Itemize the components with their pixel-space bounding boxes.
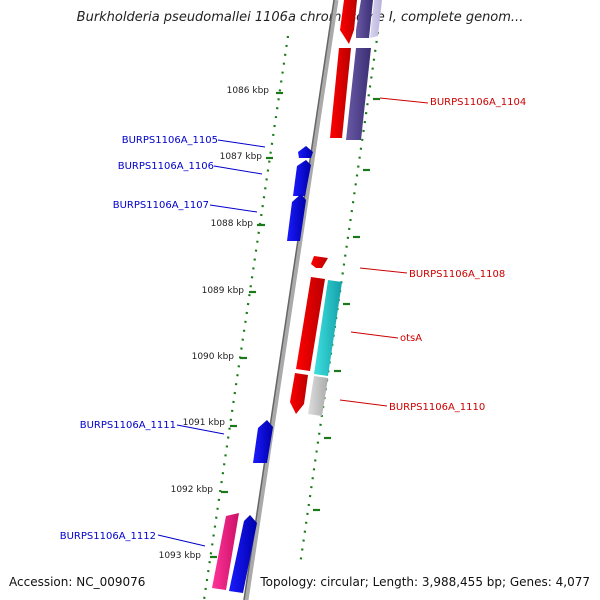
gene-label-1108[interactable]: BURPS1106A_1108 xyxy=(409,269,505,280)
accession-text: Accession: NC_009076 xyxy=(9,575,146,589)
gene-label-1112[interactable]: BURPS1106A_1112 xyxy=(60,531,156,542)
scale-label-1087: 1087 kbp xyxy=(220,152,263,162)
gene-burps1106a-1110[interactable] xyxy=(290,373,308,414)
gene-label-1111[interactable]: BURPS1106A_1111 xyxy=(80,420,176,431)
scale-ticks xyxy=(210,91,380,559)
gene-otsA[interactable] xyxy=(308,280,342,416)
gene-labels: BURPS1106A_1104 BURPS1106A_1105 BURPS110… xyxy=(60,97,527,542)
scale-label-1086: 1086 kbp xyxy=(227,86,270,96)
label-connectors xyxy=(157,97,429,547)
gene-label-otsA[interactable]: otsA xyxy=(400,333,422,344)
gene-burps1106a-1107[interactable] xyxy=(287,194,306,241)
gene-burps1106a-1109[interactable] xyxy=(296,277,325,371)
gene-burps1106a-1112[interactable] xyxy=(212,513,257,593)
gene-label-1104[interactable]: BURPS1106A_1104 xyxy=(430,97,526,108)
gene-burps1106a-1104[interactable] xyxy=(330,48,371,140)
gene-burps1106a-1103[interactable] xyxy=(340,0,382,44)
gene-label-1105[interactable]: BURPS1106A_1105 xyxy=(122,135,218,146)
gene-label-1110[interactable]: BURPS1106A_1110 xyxy=(389,402,485,413)
gene-burps1106a-1108[interactable] xyxy=(311,256,328,268)
scale-label-1089: 1089 kbp xyxy=(202,286,245,296)
map-title: Burkholderia pseudomallei 1106a chromoso… xyxy=(76,10,524,25)
scale-label-1090: 1090 kbp xyxy=(192,352,235,362)
scale-label-1092: 1092 kbp xyxy=(171,485,214,495)
scale-label-1093: 1093 kbp xyxy=(159,551,202,561)
gene-label-1107[interactable]: BURPS1106A_1107 xyxy=(113,200,209,211)
gene-burps1106a-1105[interactable] xyxy=(298,146,313,158)
gene-burps1106a-1106[interactable] xyxy=(293,160,311,196)
scale-label-1088: 1088 kbp xyxy=(211,219,254,229)
genome-summary-text: Topology: circular; Length: 3,988,455 bp… xyxy=(260,575,590,589)
gene-label-1106[interactable]: BURPS1106A_1106 xyxy=(118,161,214,172)
scale-label-1091: 1091 kbp xyxy=(183,418,226,428)
chromosome-backbone xyxy=(243,0,339,600)
scale-labels: 1086 kbp 1087 kbp 1088 kbp 1089 kbp 1090… xyxy=(159,86,270,561)
gene-burps1106a-1111[interactable] xyxy=(253,420,273,463)
scale-track-inner xyxy=(202,35,290,600)
